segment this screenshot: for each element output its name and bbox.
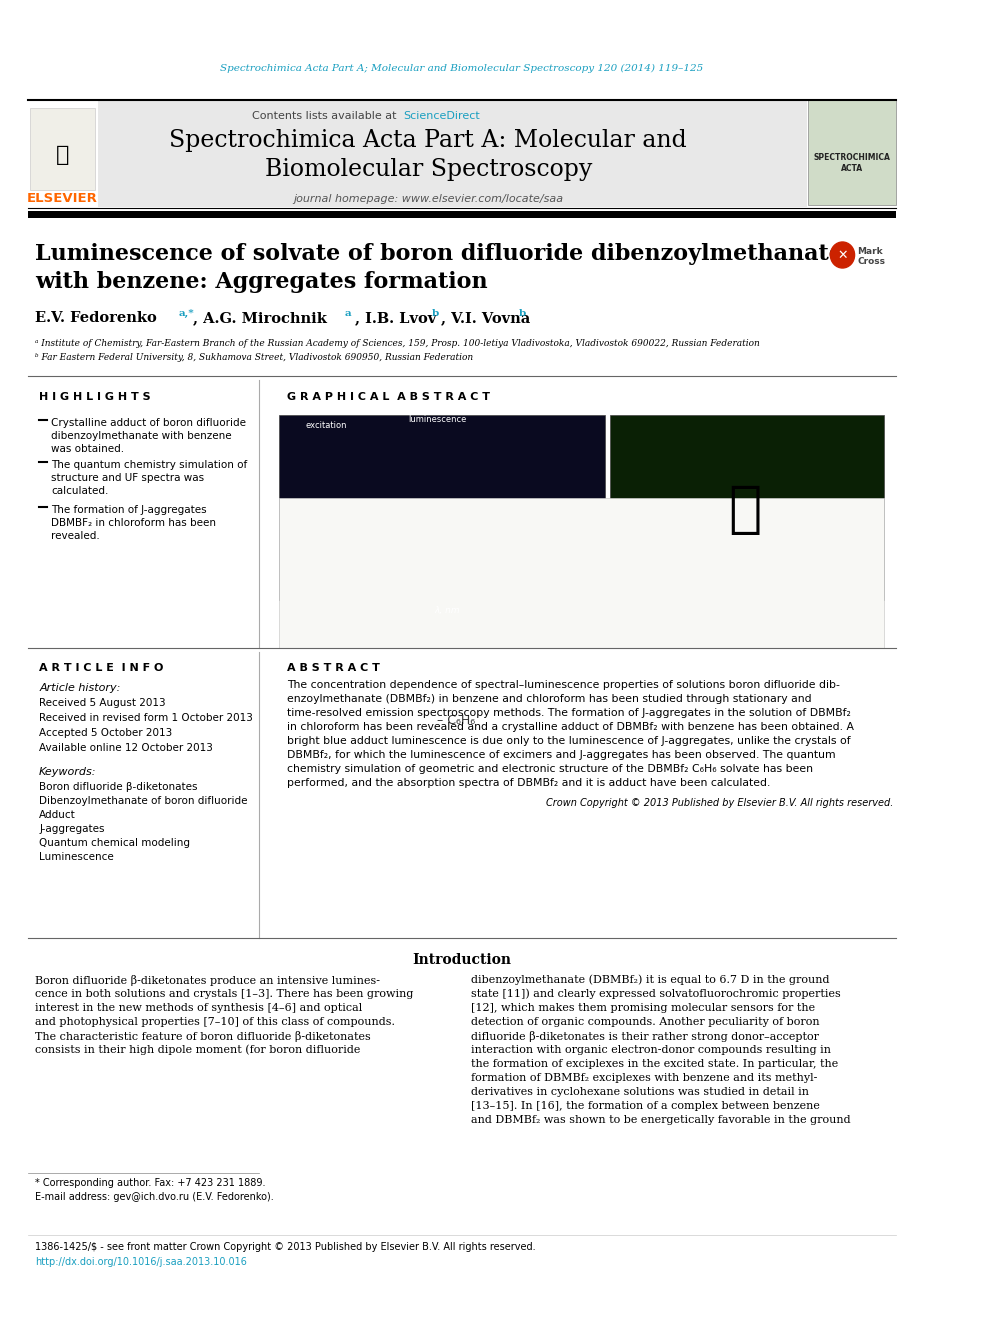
Bar	[28, 210, 896, 218]
Text: a,*: a,*	[179, 308, 194, 318]
Text: – C₆H₆: – C₆H₆	[437, 713, 475, 726]
Bar	[280, 497, 885, 648]
Text: λ, nm: λ, nm	[434, 606, 459, 614]
Text: Accepted 5 October 2013: Accepted 5 October 2013	[39, 728, 173, 738]
Text: ✕: ✕	[837, 249, 848, 262]
Text: ELSEVIER: ELSEVIER	[27, 192, 98, 205]
Text: Crown Copyright © 2013 Published by Elsevier B.V. All rights reserved.: Crown Copyright © 2013 Published by Else…	[547, 798, 894, 808]
Text: interaction with organic electron-donor compounds resulting in: interaction with organic electron-donor …	[471, 1045, 831, 1054]
Text: E-mail address: gev@ich.dvo.ru (E.V. Fedorenko).: E-mail address: gev@ich.dvo.ru (E.V. Fed…	[36, 1192, 274, 1203]
Text: Introduction: Introduction	[413, 953, 511, 967]
Text: Boron difluoride β-diketonates produce an intensive lumines-: Boron difluoride β-diketonates produce a…	[36, 975, 380, 986]
Text: performed, and the absorption spectra of DBMBf₂ and it is adduct have been calcu: performed, and the absorption spectra of…	[287, 778, 770, 789]
Text: G R A P H I C A L  A B S T R A C T: G R A P H I C A L A B S T R A C T	[287, 392, 490, 402]
Text: Cross: Cross	[857, 257, 886, 266]
Text: [12], which makes them promising molecular sensors for the: [12], which makes them promising molecul…	[471, 1003, 815, 1013]
Text: Spectrochimica Acta Part A: Molecular and
Biomolecular Spectroscopy: Spectrochimica Acta Part A: Molecular an…	[170, 130, 687, 181]
Text: cence in both solutions and crystals [1–3]. There has been growing: cence in both solutions and crystals [1–…	[36, 990, 414, 999]
Text: ᵇ Far Eastern Federal University, 8, Sukhamova Street, Vladivostok 690950, Russi: ᵇ Far Eastern Federal University, 8, Suk…	[36, 352, 473, 361]
Text: dibenzoylmethanate (DBMBf₂) it is equal to 6.7 D in the ground: dibenzoylmethanate (DBMBf₂) it is equal …	[471, 975, 829, 986]
Text: and DBMBf₂ was shown to be energetically favorable in the ground: and DBMBf₂ was shown to be energetically…	[471, 1115, 851, 1125]
Text: 1386-1425/$ - see front matter Crown Copyright © 2013 Published by Elsevier B.V.: 1386-1425/$ - see front matter Crown Cop…	[36, 1242, 536, 1252]
Text: , V.I. Vovna: , V.I. Vovna	[441, 311, 536, 325]
Text: b: b	[519, 308, 526, 318]
Text: H I G H L I G H T S: H I G H L I G H T S	[39, 392, 151, 402]
Text: Luminescence of solvate of boron difluoride dibenzoylmethanate
with benzene: Agg: Luminescence of solvate of boron difluor…	[36, 242, 843, 294]
Text: b: b	[432, 308, 439, 318]
Text: time-resolved emission spectroscopy methods. The formation of J-aggregates in th: time-resolved emission spectroscopy meth…	[287, 708, 850, 718]
Text: Spectrochimica Acta Part A; Molecular and Biomolecular Spectroscopy 120 (2014) 1: Spectrochimica Acta Part A; Molecular an…	[220, 64, 703, 73]
Text: ᵃ Institute of Chemistry, Far-Eastern Branch of the Russian Academy of Sciences,: ᵃ Institute of Chemistry, Far-Eastern Br…	[36, 339, 760, 348]
Text: Available online 12 October 2013: Available online 12 October 2013	[39, 744, 213, 753]
Text: Quantum chemical modeling: Quantum chemical modeling	[39, 837, 190, 848]
Text: excitation: excitation	[306, 421, 346, 430]
Text: Article history:: Article history:	[39, 683, 120, 693]
Text: Luminescence: Luminescence	[39, 852, 114, 863]
Text: SPECTROCHIMICA
ACTA: SPECTROCHIMICA ACTA	[813, 152, 890, 173]
Text: interest in the new methods of synthesis [4–6] and optical: interest in the new methods of synthesis…	[36, 1003, 363, 1013]
Text: luminescence: luminescence	[409, 415, 466, 425]
Text: Received 5 August 2013: Received 5 August 2013	[39, 699, 166, 708]
Bar	[28, 99, 97, 206]
Text: The quantum chemistry simulation of
structure and UF spectra was
calculated.: The quantum chemistry simulation of stru…	[52, 460, 247, 496]
Bar	[610, 415, 885, 601]
Text: journal homepage: www.elsevier.com/locate/saa: journal homepage: www.elsevier.com/locat…	[294, 194, 563, 204]
Text: 🌲: 🌲	[56, 146, 69, 165]
Text: [13–15]. In [16], the formation of a complex between benzene: [13–15]. In [16], the formation of a com…	[471, 1101, 820, 1111]
Text: J-aggregates: J-aggregates	[39, 824, 104, 833]
Text: The concentration dependence of spectral–luminescence properties of solutions bo: The concentration dependence of spectral…	[287, 680, 839, 691]
Text: A R T I C L E  I N F O: A R T I C L E I N F O	[39, 663, 164, 673]
Text: Adduct: Adduct	[39, 810, 75, 820]
Text: Contents lists available at: Contents lists available at	[252, 111, 401, 120]
Text: a: a	[344, 308, 351, 318]
Text: derivatives in cyclohexane solutions was studied in detail in: derivatives in cyclohexane solutions was…	[471, 1088, 809, 1097]
Text: http://dx.doi.org/10.1016/j.saa.2013.10.016: http://dx.doi.org/10.1016/j.saa.2013.10.…	[36, 1257, 247, 1267]
Text: Boron difluoride β-diketonates: Boron difluoride β-diketonates	[39, 782, 197, 792]
Text: enzoylmethanate (DBMBf₂) in benzene and chloroform has been studied through stat: enzoylmethanate (DBMBf₂) in benzene and …	[287, 695, 811, 704]
Text: chemistry simulation of geometric and electronic structure of the DBMBf₂ C₆H₆ so: chemistry simulation of geometric and el…	[287, 763, 812, 774]
Circle shape	[830, 242, 854, 269]
Bar	[808, 101, 896, 205]
Text: DBMBf₂, for which the luminescence of excimers and J-aggregates has been observe: DBMBf₂, for which the luminescence of ex…	[287, 750, 835, 759]
Text: detection of organic compounds. Another peculiarity of boron: detection of organic compounds. Another …	[471, 1017, 819, 1027]
Text: Mark: Mark	[857, 246, 883, 255]
Text: Keywords:: Keywords:	[39, 767, 96, 777]
Text: ScienceDirect: ScienceDirect	[403, 111, 480, 120]
Text: , A.G. Mirochnik: , A.G. Mirochnik	[192, 311, 331, 325]
Text: * Corresponding author. Fax: +7 423 231 1889.: * Corresponding author. Fax: +7 423 231 …	[36, 1177, 266, 1188]
Text: Dibenzoylmethanate of boron difluoride: Dibenzoylmethanate of boron difluoride	[39, 796, 248, 806]
Text: difluoride β-diketonates is their rather strong donor–acceptor: difluoride β-diketonates is their rather…	[471, 1031, 819, 1041]
Text: , I.B. Lvov: , I.B. Lvov	[355, 311, 441, 325]
Text: formation of DBMBf₂ exciplexes with benzene and its methyl-: formation of DBMBf₂ exciplexes with benz…	[471, 1073, 817, 1084]
Text: the formation of exciplexes in the excited state. In particular, the: the formation of exciplexes in the excit…	[471, 1058, 838, 1069]
Text: A B S T R A C T: A B S T R A C T	[287, 663, 380, 673]
Text: E.V. Fedorenko: E.V. Fedorenko	[36, 311, 163, 325]
Text: 🟢: 🟢	[728, 483, 762, 537]
Text: and photophysical properties [7–10] of this class of compounds.: and photophysical properties [7–10] of t…	[36, 1017, 396, 1027]
Bar	[30, 108, 95, 191]
Text: The formation of J-aggregates
DBMBF₂ in chloroform has been
revealed.: The formation of J-aggregates DBMBF₂ in …	[52, 505, 216, 541]
Text: Received in revised form 1 October 2013: Received in revised form 1 October 2013	[39, 713, 253, 722]
Bar	[98, 99, 807, 206]
Text: in chloroform has been revealed and a crystalline adduct of DBMBf₂ with benzene : in chloroform has been revealed and a cr…	[287, 722, 854, 732]
Text: bright blue adduct luminescence is due only to the luminescence of J-aggregates,: bright blue adduct luminescence is due o…	[287, 736, 850, 746]
Text: Crystalline adduct of boron difluoride
dibenzoylmethanate with benzene
was obtai: Crystalline adduct of boron difluoride d…	[52, 418, 246, 454]
Text: The characteristic feature of boron difluoride β-diketonates: The characteristic feature of boron difl…	[36, 1031, 371, 1041]
Text: consists in their high dipole moment (for boron difluoride: consists in their high dipole moment (fo…	[36, 1045, 361, 1056]
Text: state [11]) and clearly expressed solvatofluorochromic properties: state [11]) and clearly expressed solvat…	[471, 988, 841, 999]
Bar	[280, 415, 605, 601]
